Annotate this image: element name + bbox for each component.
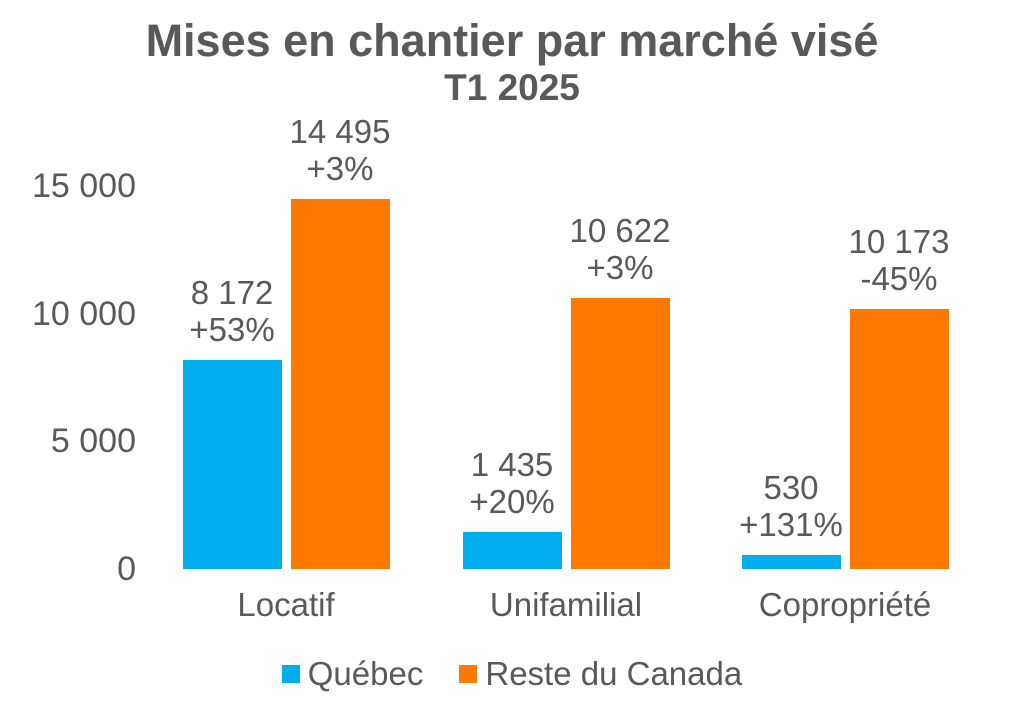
bar-reste-du-canada-copropriete [849,309,949,569]
chart-subtitle: T1 2025 [444,67,580,108]
bar-quebec-locatif [182,360,282,569]
x-axis-label-locatif: Locatif [237,586,335,623]
data-label-percent: +3% [586,248,654,286]
bar-quebec-unifamilial [462,532,562,569]
x-axis-label-unifamilial: Unifamilial [489,586,643,623]
data-label-reste-du-canada-unifamilial: 10 622 +3% [570,212,671,286]
bar-reste-du-canada-unifamilial [570,297,670,569]
data-label-value: 530 [763,469,819,507]
data-label-reste-du-canada-copropriete: 10 173 -45% [849,223,950,297]
bar-quebec-copropriete [741,555,841,569]
chart-title: Mises en chantier par marché visé [145,15,879,66]
data-label-value: 10 622 [569,211,671,249]
y-axis-tick-label-0: 0 [117,550,136,588]
legend-label: Québec [307,655,424,692]
data-label-value: 10 173 [848,223,950,261]
data-label-percent: +20% [469,483,555,521]
legend-swatch-icon [459,665,478,683]
bar-reste-du-canada-locatif [290,198,390,569]
data-label-value: 8 172 [190,274,274,312]
data-label-reste-du-canada-locatif: 14 495 +3% [290,113,391,187]
x-axis-label-copropriete: Copropriété [758,586,932,623]
y-axis-tick-label-15000: 15 000 [32,167,136,205]
y-axis-tick-label-5000: 5 000 [50,422,136,461]
legend-label: Reste du Canada [485,655,743,692]
legend-item-quebec: Québec [281,655,424,692]
data-label-quebec-copropriete: 530 +131% [739,469,843,543]
legend-swatch-icon [281,665,300,683]
legend: Québec Reste du Canada [0,656,1024,692]
data-label-percent: +53% [189,311,275,349]
data-label-quebec-unifamilial: 1 435 +20% [469,446,554,520]
data-label-value: 1 435 [470,446,554,484]
data-label-value: 14 495 [289,112,391,150]
data-label-percent: -45% [860,260,938,298]
data-label-percent: +3% [306,149,374,187]
y-axis-tick-label-10000: 10 000 [32,294,136,333]
data-label-quebec-locatif: 8 172 +53% [189,274,274,348]
legend-item-reste-du-canada: Reste du Canada [459,656,742,692]
data-label-percent: +131% [739,506,843,544]
